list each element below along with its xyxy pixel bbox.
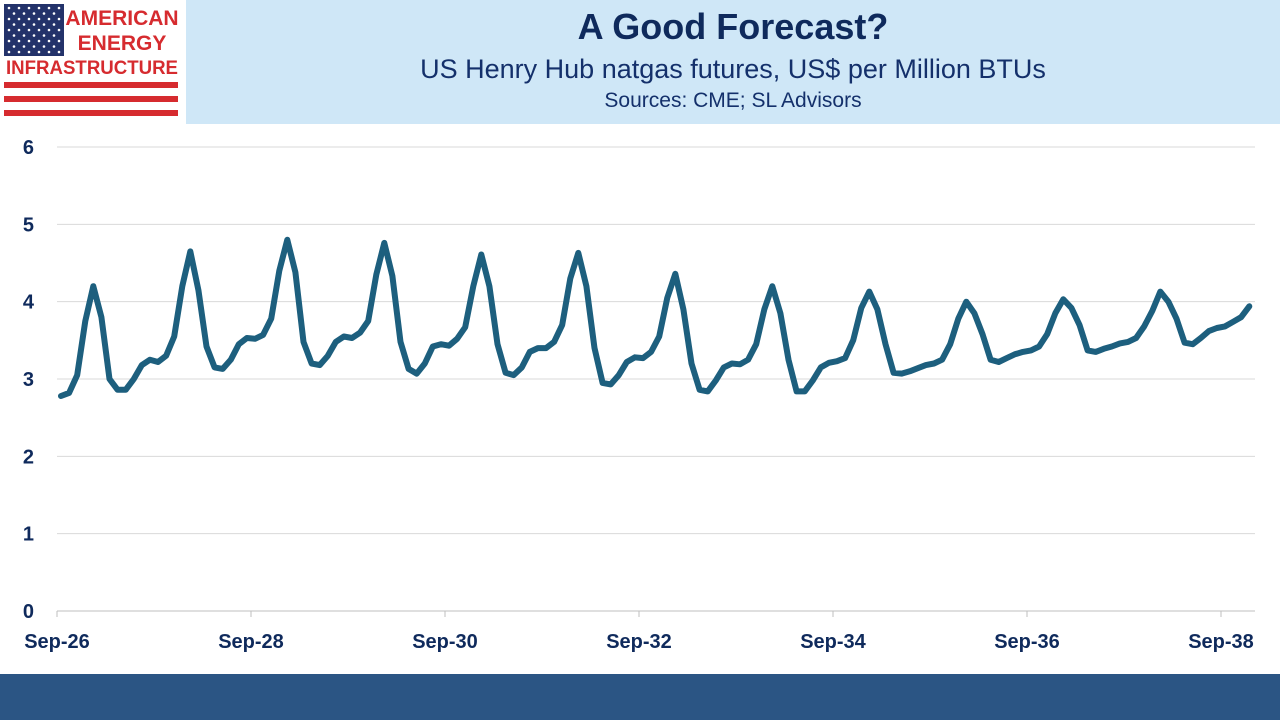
logo-star — [7, 50, 11, 54]
x-tick-label: Sep-30 — [412, 631, 478, 653]
x-tick-label: Sep-38 — [1188, 631, 1254, 653]
logo-star — [12, 34, 16, 37]
logo-star — [52, 12, 56, 15]
logo-line-3: INFRASTRUCTURE — [6, 58, 178, 79]
x-tick-label: Sep-36 — [994, 631, 1060, 653]
logo-star — [57, 6, 61, 10]
logo-star — [7, 28, 11, 32]
logo-star — [27, 39, 31, 43]
y-tick-label: 4 — [23, 292, 35, 314]
logo-star — [32, 34, 36, 37]
logo-star — [37, 28, 41, 32]
american-flag-logo: AMERICAN ENERGY INFRASTRUCTURE — [0, 0, 186, 124]
logo-star — [32, 12, 36, 15]
logo-star — [42, 23, 46, 26]
logo-star — [47, 39, 51, 43]
logo-star — [47, 6, 51, 10]
y-tick-label: 5 — [23, 214, 34, 236]
logo-star — [7, 17, 11, 21]
x-tick-label: Sep-32 — [606, 631, 672, 653]
logo-line-1: AMERICAN — [65, 7, 178, 30]
chart-title: A Good Forecast? — [577, 6, 889, 47]
logo-star — [47, 50, 51, 54]
y-tick-label: 2 — [23, 446, 34, 468]
logo-star — [17, 28, 21, 32]
logo-star — [27, 50, 31, 54]
logo-star — [22, 23, 26, 26]
logo-star — [27, 6, 31, 10]
logo-star — [42, 45, 46, 48]
logo-star — [17, 17, 21, 21]
logo-star — [12, 45, 16, 48]
logo-star — [37, 6, 41, 10]
logo-star — [12, 23, 16, 26]
logo-star — [57, 17, 61, 21]
logo-star — [17, 6, 21, 10]
chart-source: Sources: CME; SL Advisors — [604, 89, 862, 112]
x-axis-ticks: Sep-26 Sep-28 Sep-30 Sep-32 Sep-34 Sep-36 Sep-… — [24, 611, 1254, 653]
y-tick-label: 6 — [23, 137, 34, 159]
logo-star — [57, 50, 61, 54]
logo: AMERICAN ENERGY INFRASTRUCTURE — [0, 0, 186, 124]
logo-star — [47, 17, 51, 21]
logo-star — [37, 39, 41, 43]
logo-star — [37, 17, 41, 21]
logo-star — [12, 12, 16, 15]
logo-star — [22, 45, 26, 48]
y-tick-label: 3 — [23, 369, 34, 391]
logo-star — [42, 12, 46, 15]
chart-subtitle: US Henry Hub natgas futures, US$ per Mil… — [420, 54, 1046, 84]
header-band — [186, 0, 1280, 124]
logo-star — [52, 23, 56, 26]
y-tick-label: 0 — [23, 601, 34, 623]
logo-star — [42, 34, 46, 37]
logo-star — [32, 23, 36, 26]
x-tick-label: Sep-34 — [800, 631, 866, 653]
logo-star — [17, 50, 21, 54]
logo-star — [7, 39, 11, 43]
logo-star — [22, 34, 26, 37]
logo-star — [57, 39, 61, 43]
x-tick-label: Sep-26 — [24, 631, 90, 653]
logo-star — [52, 45, 56, 48]
series-line-natgas-futures — [58, 236, 1253, 399]
y-tick-label: 1 — [23, 524, 34, 546]
y-axis-ticks: 0 1 2 3 4 5 6 — [23, 137, 35, 623]
logo-star — [32, 45, 36, 48]
logo-star — [22, 12, 26, 15]
x-tick-label: Sep-28 — [218, 631, 284, 653]
logo-star — [37, 50, 41, 54]
logo-star — [7, 6, 11, 10]
logo-star — [52, 34, 56, 37]
logo-star — [57, 28, 61, 32]
logo-line-2: ENERGY — [78, 32, 167, 55]
logo-star — [27, 17, 31, 21]
gridlines — [57, 146, 1255, 612]
logo-star — [17, 39, 21, 43]
logo-star — [47, 28, 51, 32]
footer-band — [0, 674, 1280, 720]
logo-star — [27, 28, 31, 32]
